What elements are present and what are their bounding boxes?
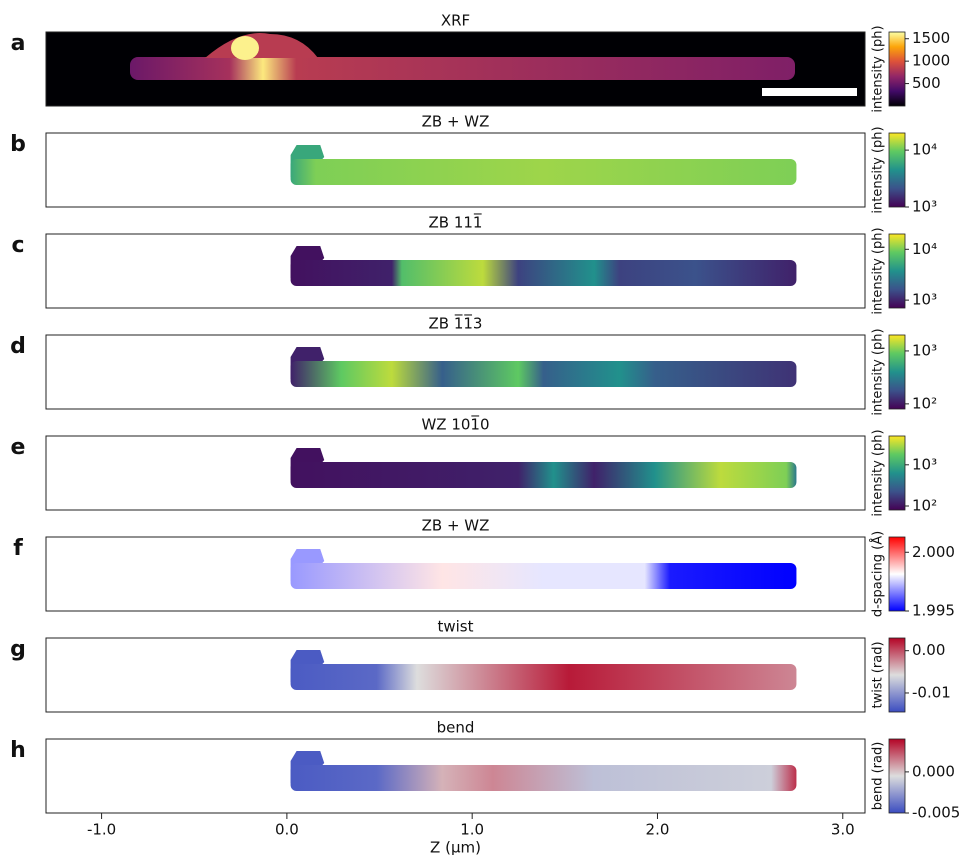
colorbar-tick-label: 1.995	[912, 602, 955, 620]
colorbar	[888, 233, 906, 309]
panel-label: b	[10, 132, 26, 157]
colorbar	[888, 132, 906, 208]
panel-label: e	[11, 435, 26, 460]
nanowire	[290, 159, 797, 185]
nanowire	[290, 462, 797, 488]
colorbar-tick-label: 10²	[912, 394, 937, 412]
panel-title: twist	[437, 618, 473, 636]
colorbar-label: intensity (ph)	[871, 227, 886, 314]
nanowire	[290, 563, 797, 589]
hotspot	[231, 36, 259, 60]
colorbar-tick-label: 0.00	[912, 641, 945, 659]
panel-title: ZB 111̅	[429, 213, 483, 232]
colorbar-label: intensity (ph)	[871, 25, 886, 112]
colorbar-tick-label: 10⁴	[912, 240, 937, 258]
panel-label: c	[11, 233, 24, 258]
colorbar-label: intensity (ph)	[871, 328, 886, 415]
panel-label: f	[13, 536, 23, 561]
nanowire	[290, 664, 797, 690]
colorbar-tick-label: 10³	[912, 455, 937, 473]
colorbar-tick-label: 2.000	[912, 543, 955, 561]
panel-label: a	[11, 31, 26, 56]
colorbar-tick-label: 500	[912, 74, 941, 92]
colorbar	[888, 31, 906, 107]
colorbar-tick-label: -0.01	[912, 683, 951, 701]
colorbar-tick-label: 1500	[912, 29, 950, 47]
panel-title: ZB + WZ	[422, 113, 490, 131]
colorbar-tick-label: -0.005	[912, 804, 960, 822]
panel-title: WZ 101̅0	[421, 415, 489, 434]
nanowire	[290, 765, 797, 791]
panel-title: XRF	[441, 12, 470, 30]
x-axis-label: Z (μm)	[430, 839, 481, 856]
colorbar-label: bend (rad)	[871, 742, 886, 811]
nanowire	[290, 260, 797, 286]
scale-bar	[762, 88, 857, 96]
colorbar-label: twist (rad)	[871, 641, 886, 708]
colorbar-tick-label: 1000	[912, 52, 950, 70]
x-tick-label: 0.0	[275, 821, 299, 839]
panel-label: g	[10, 637, 26, 662]
x-tick-label: 3.0	[831, 821, 855, 839]
colorbar	[888, 536, 906, 612]
colorbar	[888, 435, 906, 511]
colorbar-tick-label: 10³	[912, 198, 937, 216]
panel-title: ZB + WZ	[422, 517, 490, 535]
colorbar-tick-label: 10⁴	[912, 141, 937, 159]
x-tick-label: 2.0	[646, 821, 670, 839]
colorbar-tick-label: 0.000	[912, 762, 955, 780]
panel-title: bend	[437, 719, 475, 737]
colorbar-label: intensity (ph)	[871, 429, 886, 516]
panel-title: ZB 1̅1̅3	[429, 314, 483, 333]
colorbar-tick-label: 10³	[912, 341, 937, 359]
colorbar-label: intensity (ph)	[871, 126, 886, 213]
colorbar-tick-label: 10²	[912, 497, 937, 515]
x-tick-label: 1.0	[460, 821, 484, 839]
nanowire	[290, 361, 797, 387]
colorbar-tick-label: 10³	[912, 291, 937, 309]
panel-label: h	[10, 738, 26, 763]
colorbar	[888, 637, 906, 713]
colorbar	[888, 334, 906, 410]
nanowire	[130, 57, 795, 80]
x-tick-label: -1.0	[87, 821, 116, 839]
colorbar-label: d-spacing (Å)	[870, 531, 886, 617]
colorbar	[888, 738, 906, 814]
panel-label: d	[10, 334, 26, 359]
